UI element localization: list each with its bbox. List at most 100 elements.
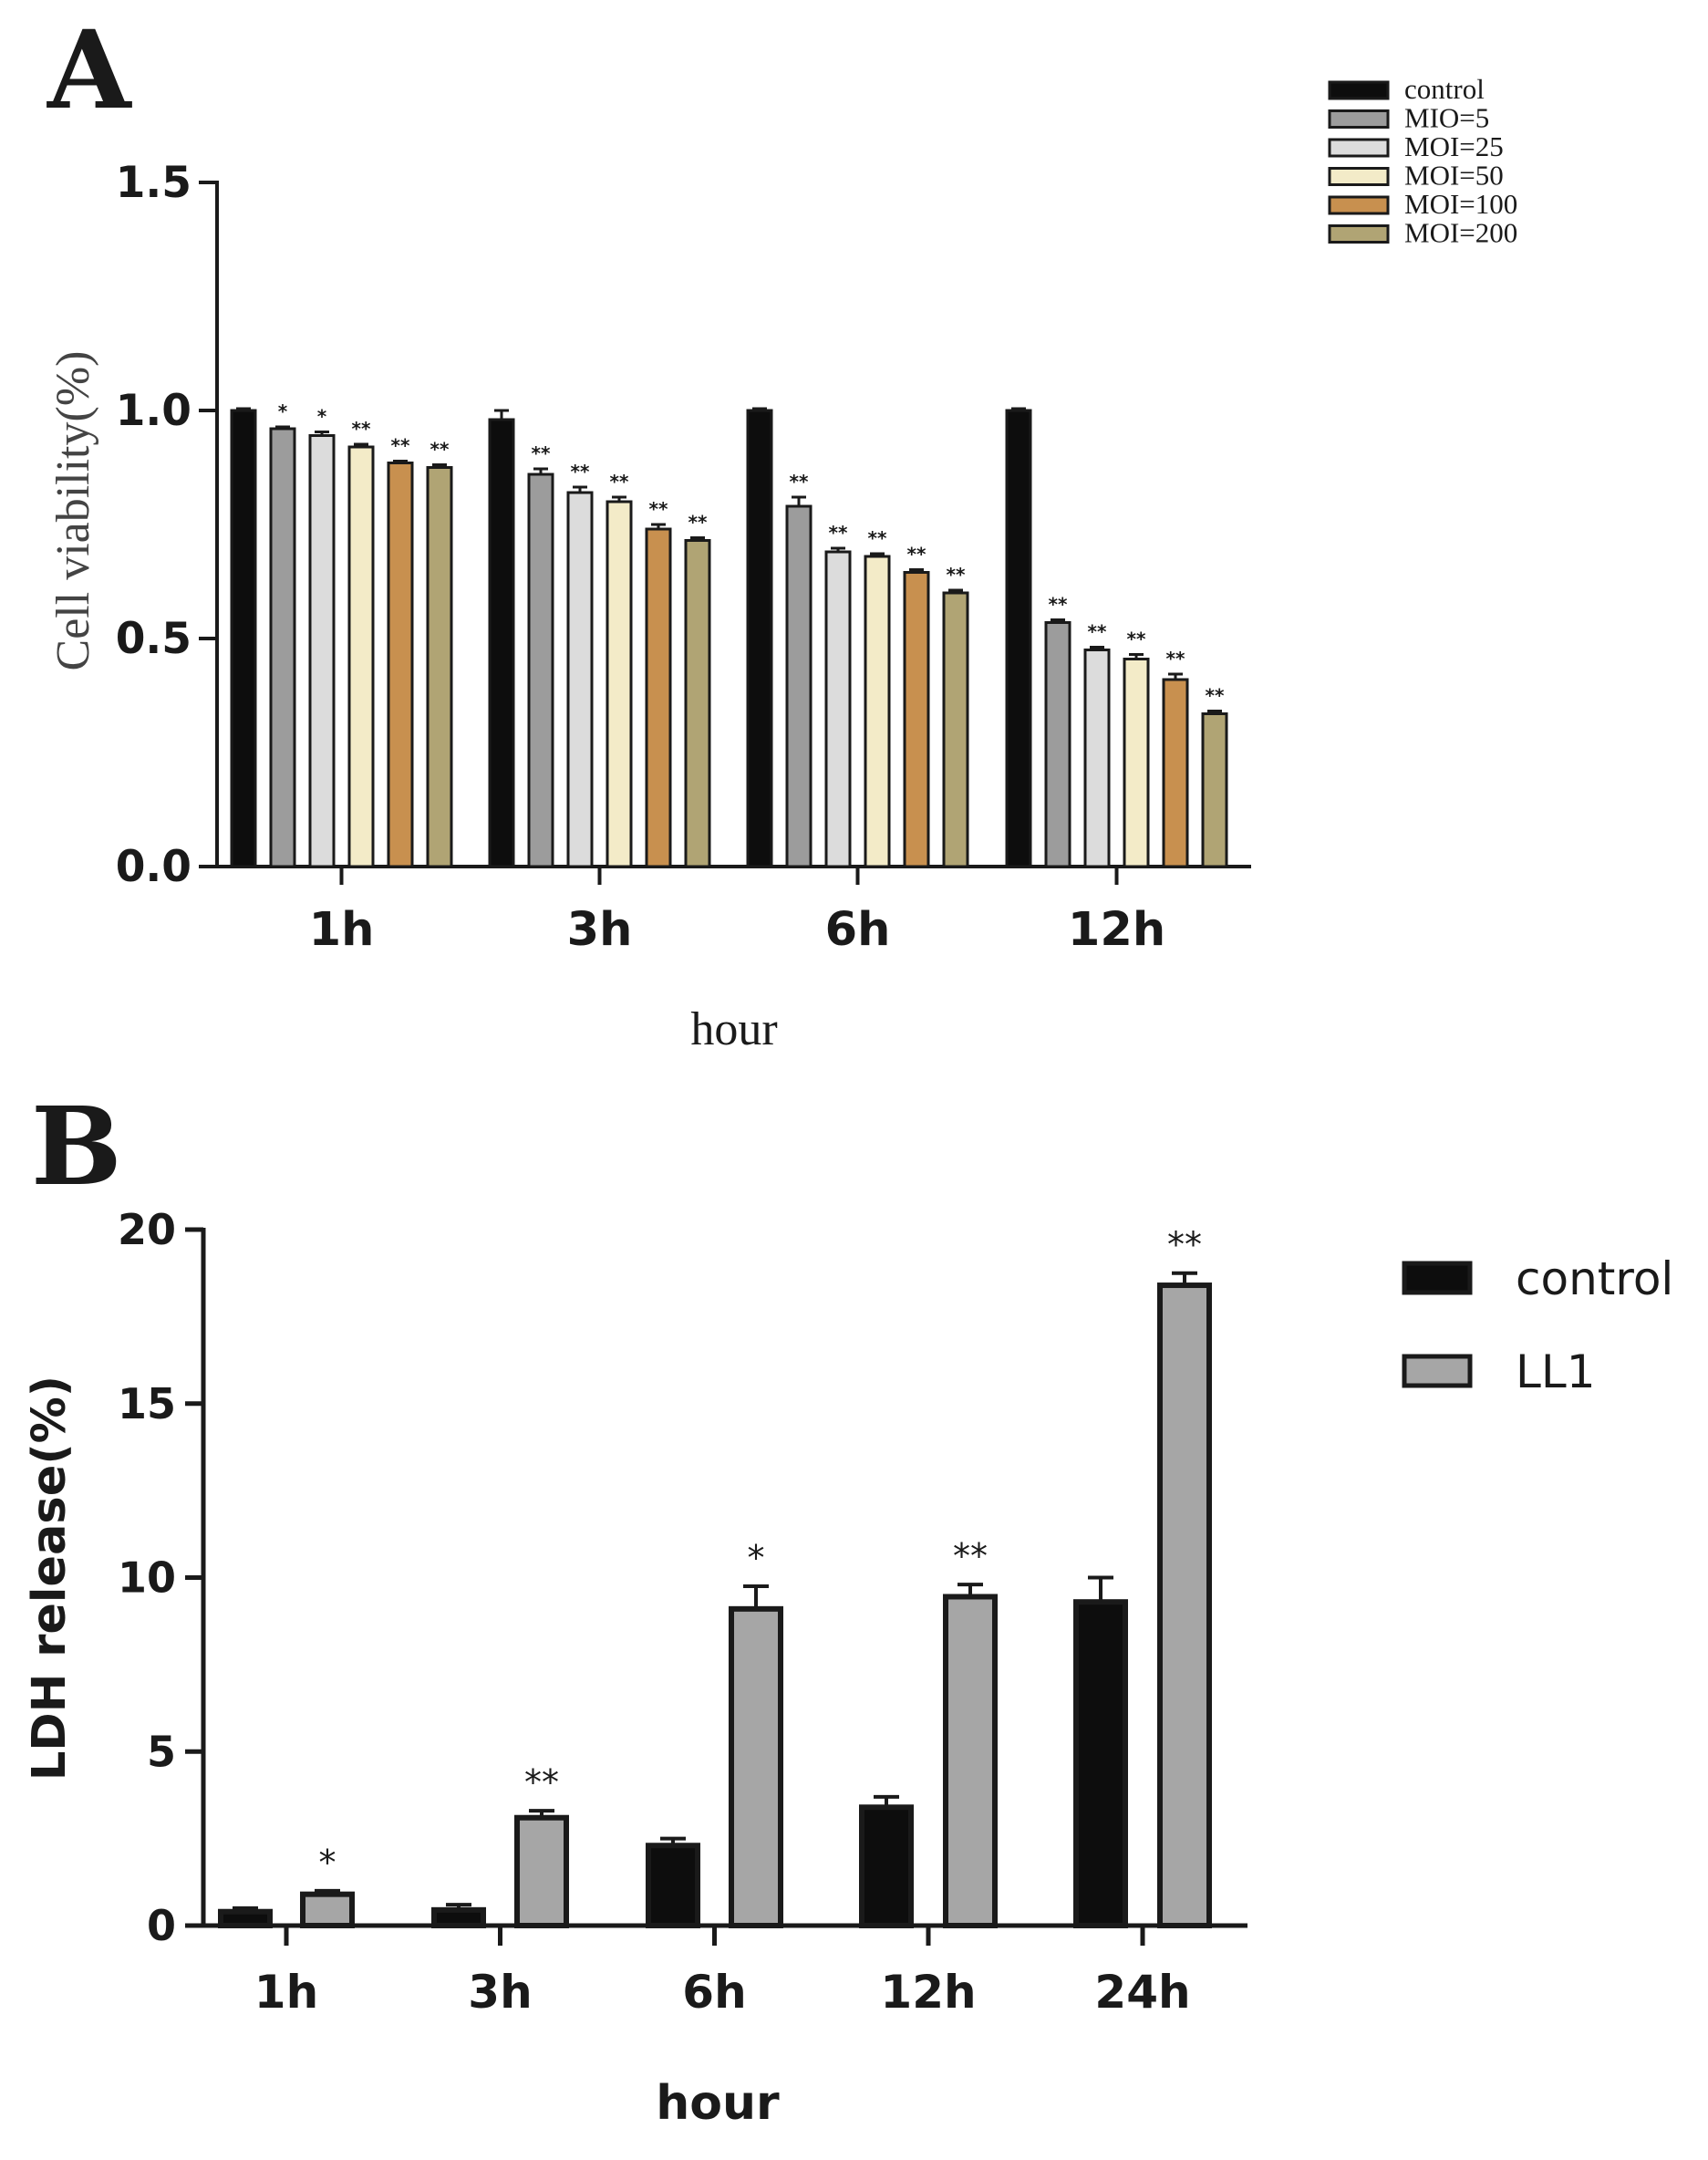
bar: [785, 504, 813, 868]
panel-letter-a: A: [47, 6, 132, 133]
bar: [684, 539, 711, 868]
y-axis-title: LDH release(%): [23, 1376, 77, 1781]
x-axis-title: hour: [690, 1003, 777, 1055]
significance-marker: **: [1127, 628, 1146, 650]
y-tick-label: 20: [118, 1205, 176, 1254]
bar: [1044, 621, 1071, 868]
significance-marker: *: [278, 400, 288, 422]
bar: [824, 550, 852, 868]
bar: [1073, 1599, 1128, 1928]
significance-marker: **: [430, 439, 450, 461]
significance-marker: *: [317, 406, 327, 428]
legend-label: LL1: [1516, 1345, 1596, 1398]
x-category-label: 6h: [825, 903, 891, 957]
significance-marker: **: [1088, 621, 1107, 643]
significance-marker: **: [907, 544, 926, 566]
bar: [431, 1906, 486, 1929]
bar: [387, 462, 414, 868]
bar: [1005, 409, 1032, 868]
legend-label: control: [1404, 73, 1485, 105]
legend-swatch: [1328, 167, 1390, 186]
bar: [1123, 658, 1150, 868]
legend-swatch: [1328, 138, 1390, 158]
significance-marker: **: [1049, 594, 1068, 616]
x-category-label: 6h: [682, 1966, 746, 2019]
y-tick-label: 0: [147, 1901, 176, 1950]
y-tick-label: 0.5: [116, 614, 192, 664]
bar: [606, 500, 633, 868]
x-category-label: 24h: [1094, 1966, 1190, 2019]
y-tick-label: 1.0: [116, 386, 192, 436]
y-tick-label: 5: [147, 1727, 176, 1776]
bar: [488, 418, 515, 868]
y-tick-label: 15: [118, 1379, 176, 1428]
chart-a-cell-viability: 0.00.51.01.5****************************…: [47, 73, 1517, 1055]
bar: [645, 527, 672, 868]
bar: [1201, 712, 1228, 868]
legend-label: MOI=100: [1404, 188, 1517, 220]
x-axis-title: hour: [656, 2076, 780, 2131]
bar: [1162, 678, 1189, 868]
bar: [514, 1814, 569, 1928]
bar: [903, 571, 930, 868]
bar: [1083, 649, 1111, 868]
legend-swatch: [1402, 1261, 1473, 1295]
bar: [746, 409, 773, 868]
significance-marker: **: [868, 527, 887, 549]
x-category-label: 3h: [468, 1966, 532, 2019]
significance-marker: *: [748, 1538, 765, 1578]
legend-label: MOI=25: [1404, 130, 1504, 162]
bar: [347, 445, 375, 868]
x-category-label: 12h: [1068, 903, 1165, 957]
bar: [729, 1605, 783, 1928]
significance-marker: **: [1166, 648, 1185, 670]
significance-marker: **: [391, 435, 410, 457]
significance-marker: *: [319, 1843, 336, 1883]
significance-marker: **: [532, 442, 551, 464]
legend-swatch: [1328, 195, 1390, 215]
bar: [859, 1804, 914, 1929]
significance-marker: **: [1167, 1225, 1202, 1265]
bar: [527, 472, 554, 868]
y-axis-title: Cell viability(%): [47, 351, 99, 671]
bar: [269, 427, 296, 868]
y-tick-label: 0.0: [116, 842, 192, 892]
x-category-label: 1h: [309, 903, 375, 957]
legend-label: MOI=50: [1404, 160, 1504, 192]
significance-marker: **: [829, 522, 848, 544]
bar: [864, 555, 891, 868]
bar: [646, 1843, 700, 1929]
significance-marker: **: [953, 1536, 988, 1576]
bar: [566, 491, 594, 868]
x-category-label: 1h: [254, 1966, 318, 2019]
legend-swatch: [1328, 80, 1390, 100]
bar: [943, 1594, 998, 1929]
significance-marker: **: [610, 471, 629, 493]
significance-marker: **: [1206, 685, 1225, 707]
legend-label: control: [1516, 1252, 1673, 1305]
y-tick-label: 1.5: [116, 158, 192, 208]
x-category-label: 12h: [880, 1966, 976, 2019]
bar: [426, 466, 453, 868]
panel-letter-b: B: [31, 1083, 122, 1210]
significance-marker: **: [688, 512, 708, 534]
bar: [218, 1908, 273, 1928]
significance-marker: **: [649, 498, 668, 520]
significance-marker: **: [571, 461, 590, 483]
legend-swatch: [1402, 1354, 1473, 1388]
bar: [942, 591, 969, 868]
legend-swatch: [1328, 224, 1390, 244]
significance-marker: **: [947, 564, 966, 586]
significance-marker: **: [524, 1762, 559, 1802]
y-tick-label: 10: [118, 1553, 176, 1603]
significance-marker: **: [352, 418, 371, 440]
legend-label: MOI=200: [1404, 217, 1517, 249]
legend-swatch: [1328, 109, 1390, 129]
significance-marker: **: [790, 471, 809, 493]
x-category-label: 3h: [567, 903, 633, 957]
bar: [300, 1891, 355, 1929]
bar: [230, 409, 257, 868]
bar: [1157, 1282, 1212, 1929]
